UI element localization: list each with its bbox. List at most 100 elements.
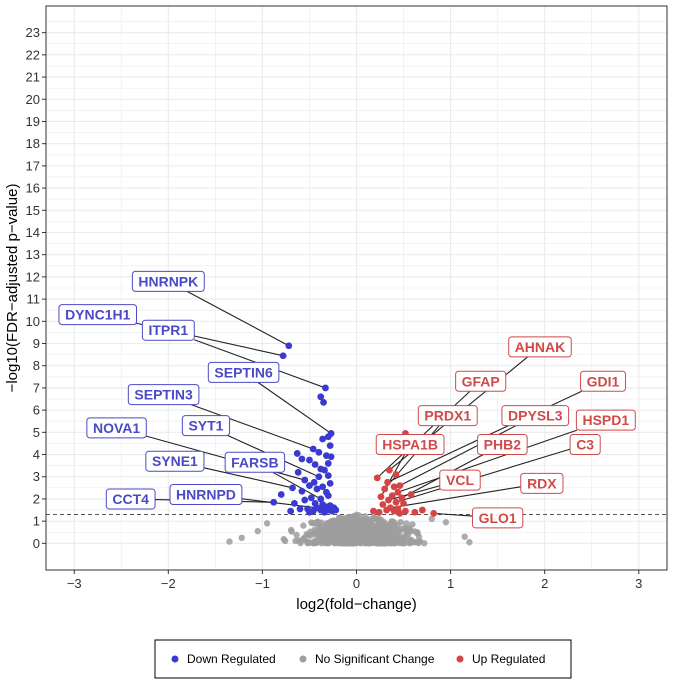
- label-connector: [190, 404, 314, 450]
- label-connector: [390, 486, 521, 509]
- gene-label-box: [58, 304, 138, 326]
- gene-label-box: [580, 370, 626, 392]
- down-regulated-point: [317, 393, 325, 401]
- up-regulated-point: [394, 488, 402, 496]
- gene-label-text: HNRNPK: [138, 273, 198, 289]
- gene-label-text: CCT4: [112, 491, 149, 507]
- gene-label-box: [375, 434, 445, 456]
- y-tick-label: 13: [26, 247, 40, 262]
- gene-label-box: [520, 472, 564, 494]
- ns-point: [387, 539, 395, 547]
- gene-label-text: AHNAK: [515, 339, 566, 355]
- ns-point: [297, 539, 304, 547]
- up-regulated-point: [375, 508, 383, 516]
- gene-label-hnrnpk: HNRNPK: [131, 270, 205, 292]
- ns-point: [330, 525, 338, 532]
- down-regulated-point: [279, 352, 287, 360]
- ns-point: [385, 529, 392, 536]
- gene-label-text: RDX: [527, 475, 557, 491]
- down-regulated-point: [319, 435, 327, 443]
- ns-point: [305, 531, 312, 539]
- ns-point: [365, 518, 372, 525]
- up-regulated-point: [388, 492, 396, 500]
- down-regulated-point: [289, 484, 296, 492]
- x-axis-ticks: −3 −2 −1 0 1 2 3: [67, 570, 642, 591]
- down-regulated-point: [321, 508, 328, 516]
- gene-label-nova1: NOVA1: [86, 417, 147, 439]
- up-regulated-point: [407, 491, 415, 498]
- y-tick-label: 20: [26, 92, 40, 107]
- x-tick-label: −1: [255, 576, 270, 591]
- y-tick-label: 7: [33, 380, 40, 395]
- up-regulated-point: [386, 466, 393, 474]
- gene-label-itpr1: ITPR1: [141, 319, 195, 341]
- x-tick-label: −2: [161, 576, 176, 591]
- gene-label-box: [471, 507, 524, 529]
- gene-label-box: [207, 361, 280, 383]
- ns-point: [374, 522, 381, 529]
- down-regulated-point: [315, 448, 323, 456]
- x-axis-title: log2(fold−change): [296, 596, 417, 613]
- ns-point: [405, 530, 412, 538]
- down-regulated-point: [324, 472, 332, 480]
- gene-label-hspd1: HSPD1: [575, 409, 636, 431]
- gene-label-text: PRDX1: [424, 408, 471, 424]
- down-regulated-point: [324, 433, 332, 441]
- ns-point: [388, 518, 395, 525]
- down-regulated-point: [285, 342, 293, 350]
- ns-point: [406, 539, 413, 547]
- y-tick-label: 22: [26, 47, 40, 62]
- ns-point: [442, 519, 450, 526]
- ns-point: [292, 537, 299, 545]
- gene-label-box: [127, 384, 200, 406]
- down-regulated-point: [306, 456, 313, 464]
- label-connector: [241, 498, 318, 509]
- gene-label-hspa1b: HSPA1B: [375, 434, 445, 456]
- gene-label-ahnak: AHNAK: [508, 336, 572, 358]
- legend-dot-up: [456, 655, 464, 663]
- gene-label-gfap: GFAP: [455, 370, 507, 392]
- down-regulated-point: [320, 398, 327, 406]
- gene-label-text: NOVA1: [93, 420, 140, 436]
- gene-label-box: [417, 405, 478, 427]
- ns-point: [415, 538, 423, 545]
- label-connector: [203, 467, 293, 489]
- down-regulated-point: [332, 506, 340, 514]
- y-tick-label: 14: [26, 225, 40, 240]
- down-regulated-point: [310, 478, 318, 486]
- ns-point: [394, 537, 401, 545]
- ns-point: [340, 515, 347, 522]
- y-tick-label: 18: [26, 136, 40, 151]
- gene-label-box: [86, 417, 147, 439]
- ns-point: [377, 538, 384, 546]
- ns-point: [382, 520, 389, 528]
- gene-label-box: [439, 469, 481, 491]
- legend-dot-ns: [299, 655, 307, 663]
- ns-point: [304, 539, 311, 546]
- down-regulated-point: [307, 494, 315, 502]
- gene-label-text: C3: [576, 437, 594, 453]
- ns-point: [414, 529, 421, 536]
- gene-label-box: [181, 415, 231, 437]
- up-regulated-point: [370, 507, 377, 515]
- x-tick-label: 0: [353, 576, 360, 591]
- y-tick-label: 5: [33, 425, 40, 440]
- up-regulated-point: [396, 482, 404, 490]
- down-regulated-point: [270, 498, 278, 506]
- gene-label-box: [131, 270, 205, 292]
- label-connector: [257, 381, 332, 434]
- gene-label-farsb: FARSB: [224, 451, 286, 473]
- x-tick-label: 1: [447, 576, 454, 591]
- ns-point: [300, 522, 307, 529]
- gene-label-text: HNRNPD: [176, 487, 236, 503]
- legend-label-up: Up Regulated: [472, 652, 545, 666]
- label-connector: [272, 471, 322, 500]
- up-regulated-point: [390, 507, 398, 515]
- gene-label-text: SYT1: [188, 418, 223, 434]
- gene-labels: HNRNPK DYNC1H1 ITPR1 SEPTIN6 SEPTIN3 SYT1 NOVA…: [58, 270, 636, 529]
- label-connector: [388, 485, 440, 501]
- down-regulated-point: [322, 384, 329, 392]
- up-regulated-point: [392, 498, 400, 506]
- y-tick-label: 4: [33, 447, 40, 462]
- gene-label-glo1: GLO1: [471, 507, 524, 529]
